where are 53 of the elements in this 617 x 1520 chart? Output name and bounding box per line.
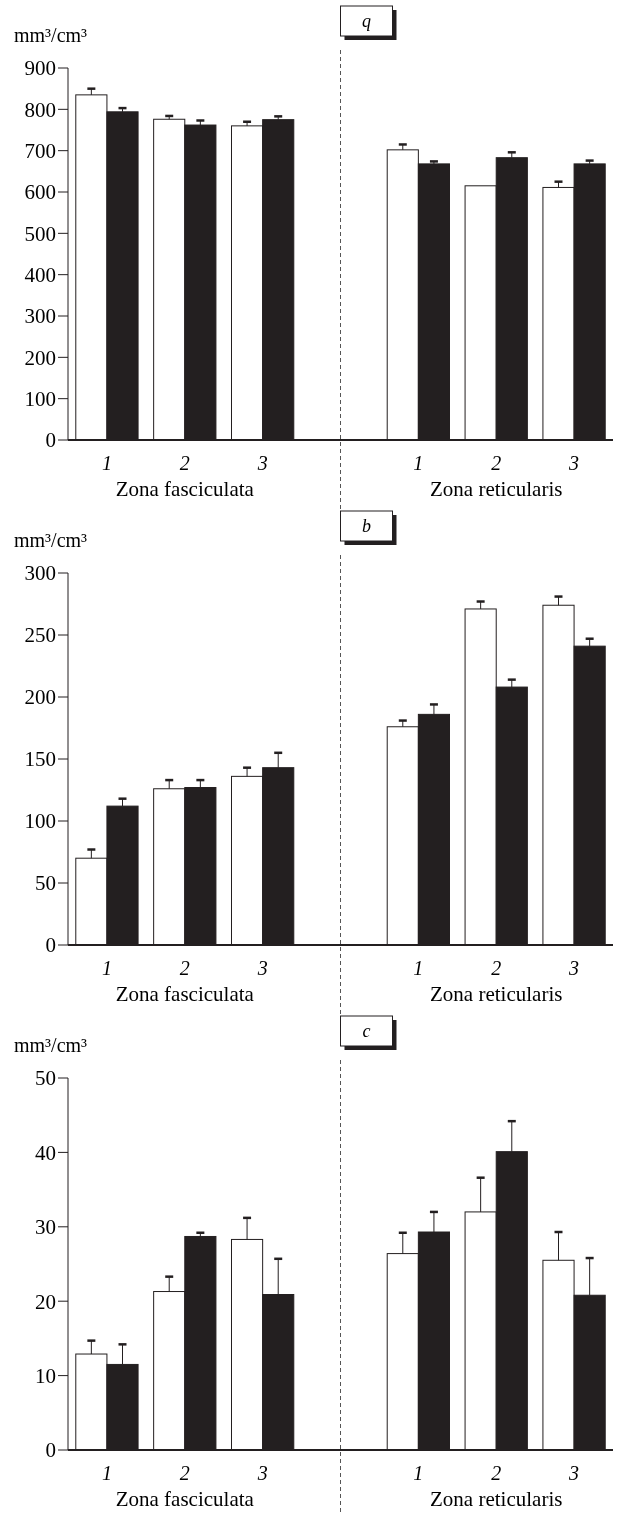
x-tick-label: 2 <box>491 1462 502 1484</box>
x-tick-label: 1 <box>101 957 112 979</box>
y-tick-label: 900 <box>24 56 56 81</box>
y-tick-label: 20 <box>35 1289 56 1314</box>
y-tick-label: 50 <box>35 1066 56 1091</box>
x-tick-label: 1 <box>413 957 424 979</box>
chart-title: b <box>362 516 371 536</box>
x-tick-label: 3 <box>256 1462 268 1484</box>
x-tick-label: 2 <box>179 452 190 474</box>
y-tick-label: 800 <box>24 97 56 122</box>
y-tick-label: 200 <box>24 685 56 710</box>
x-tick-label: 1 <box>101 1462 112 1484</box>
chart-title: q <box>362 11 371 31</box>
y-tick-label: 10 <box>35 1363 56 1388</box>
y-tick-label: 400 <box>24 263 56 288</box>
text: Zona reticularis <box>430 1487 563 1511</box>
y-tick-label: 100 <box>24 809 56 834</box>
y-tick-label: 0 <box>45 1438 56 1463</box>
x-tick-label: 1 <box>413 452 424 474</box>
y-axis-title: mm³/cm³ <box>14 529 88 551</box>
chart-title: c <box>362 1021 371 1041</box>
y-tick-label: 50 <box>35 871 56 896</box>
text: Zona reticularis <box>430 477 563 501</box>
x-tick-label: 3 <box>568 957 580 979</box>
y-tick-label: 30 <box>35 1215 56 1240</box>
y-tick-label: 300 <box>24 561 56 586</box>
x-tick-label: 2 <box>491 957 502 979</box>
y-axis-title: mm³/cm³ <box>14 1034 88 1056</box>
y-tick-label: 0 <box>45 933 56 958</box>
x-tick-label: 3 <box>568 1462 580 1484</box>
text: Zona fasciculata <box>115 477 255 501</box>
y-tick-label: 300 <box>24 304 56 329</box>
y-tick-label: 600 <box>24 180 56 205</box>
y-tick-label: 100 <box>24 387 56 412</box>
text: Zona reticularis <box>430 982 563 1006</box>
y-axis-title: mm³/cm³ <box>14 24 88 46</box>
y-tick-label: 0 <box>45 428 56 453</box>
y-tick-label: 250 <box>24 623 56 648</box>
x-tick-label: 2 <box>179 957 190 979</box>
x-tick-label: 3 <box>568 452 580 474</box>
y-tick-label: 200 <box>24 345 56 370</box>
text: Zona fasciculata <box>115 1487 255 1511</box>
x-tick-label: 3 <box>256 452 268 474</box>
x-tick-label: 3 <box>256 957 268 979</box>
text: Zona fasciculata <box>115 982 255 1006</box>
y-tick-label: 700 <box>24 139 56 164</box>
x-tick-label: 1 <box>101 452 112 474</box>
y-tick-label: 150 <box>24 747 56 772</box>
x-tick-label: 2 <box>491 452 502 474</box>
y-tick-label: 40 <box>35 1140 56 1165</box>
y-tick-label: 500 <box>24 221 56 246</box>
x-tick-label: 1 <box>413 1462 424 1484</box>
x-tick-label: 2 <box>179 1462 190 1484</box>
